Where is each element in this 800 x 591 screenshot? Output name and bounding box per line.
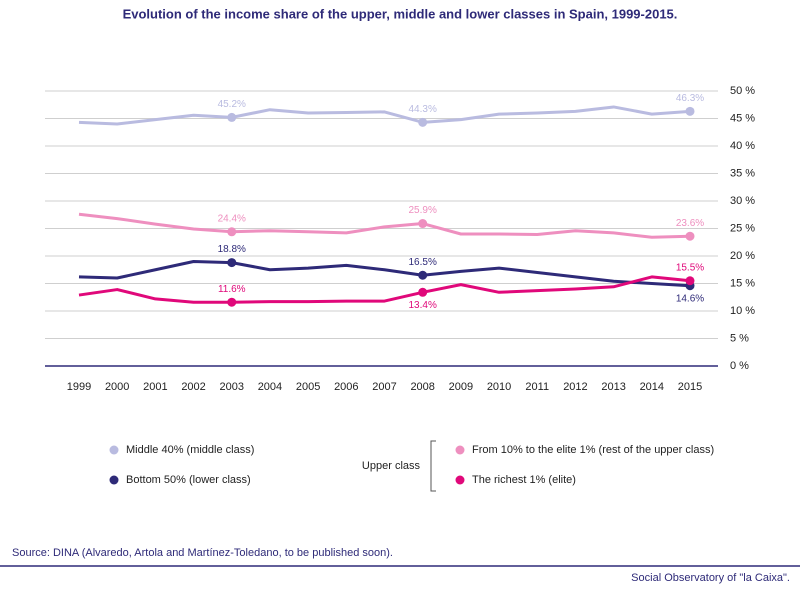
x-tick-label: 2014 <box>640 381 664 393</box>
series-line <box>78 275 691 304</box>
y-tick-label: 15 % <box>730 277 755 289</box>
x-tick-label: 2010 <box>487 381 511 393</box>
legend-marker <box>455 445 465 455</box>
data-label: 44.3% <box>409 104 437 115</box>
y-tick-label: 30 % <box>730 195 755 207</box>
series-line <box>78 260 691 288</box>
data-label: 14.6% <box>676 293 704 304</box>
source: Source: DINA (Alvaredo, Artola and Martí… <box>12 547 393 559</box>
point-marker <box>685 106 695 116</box>
y-tick-label: 40 % <box>730 140 755 152</box>
x-tick-label: 2000 <box>105 381 129 393</box>
y-tick-label: 25 % <box>730 222 755 234</box>
data-label: 16.5% <box>409 257 437 268</box>
x-tick-label: 2013 <box>601 381 625 393</box>
point-marker <box>685 276 695 286</box>
y-tick-label: 50 % <box>730 85 755 97</box>
series-line <box>78 105 691 126</box>
x-tick-label: 2008 <box>410 381 434 393</box>
point-marker <box>227 258 237 268</box>
point-marker <box>685 231 695 241</box>
data-label: 13.4% <box>409 300 437 311</box>
legend-marker <box>109 475 119 485</box>
point-marker <box>418 287 428 297</box>
x-tick-label: 2009 <box>449 381 473 393</box>
x-tick-label: 2004 <box>258 381 282 393</box>
x-tick-label: 2003 <box>220 381 244 393</box>
point-marker <box>227 227 237 237</box>
data-label: 18.8% <box>218 244 246 255</box>
y-tick-label: 45 % <box>730 112 755 124</box>
x-tick-label: 2002 <box>181 381 205 393</box>
y-tick-label: 20 % <box>730 250 755 262</box>
point-marker <box>418 270 428 280</box>
legend-marker <box>455 475 465 485</box>
x-tick-label: 2006 <box>334 381 358 393</box>
point-marker <box>418 219 428 229</box>
data-label: 23.6% <box>676 218 704 229</box>
x-tick-label: 2005 <box>296 381 320 393</box>
x-tick-label: 2007 <box>372 381 396 393</box>
x-tick-label: 2012 <box>563 381 587 393</box>
legend-marker <box>109 445 119 455</box>
point-marker <box>418 117 428 127</box>
x-tick-label: 1999 <box>67 381 91 393</box>
legend-label: The richest 1% (elite) <box>472 474 576 486</box>
data-label: 45.2% <box>218 99 246 110</box>
footer: Social Observatory of "la Caixa". <box>631 572 790 584</box>
x-tick-label: 2011 <box>525 381 549 393</box>
legend-label: Bottom 50% (lower class) <box>126 474 251 486</box>
y-tick-label: 10 % <box>730 305 755 317</box>
data-label: 25.9% <box>409 205 437 216</box>
x-tick-label: 2015 <box>678 381 702 393</box>
point-marker <box>227 112 237 122</box>
data-label: 24.4% <box>218 213 246 224</box>
series-line <box>78 212 691 239</box>
x-tick-label: 2001 <box>143 381 167 393</box>
y-tick-label: 0 % <box>730 360 749 372</box>
chart-title: Evolution of the income share of the upp… <box>123 6 678 21</box>
y-tick-label: 35 % <box>730 167 755 179</box>
data-label: 46.3% <box>676 93 704 104</box>
legend-label: From 10% to the elite 1% (rest of the up… <box>472 444 714 456</box>
legend-label: Middle 40% (middle class) <box>126 444 254 456</box>
point-marker <box>227 297 237 307</box>
data-label: 11.6% <box>218 284 246 295</box>
legend-group-label: Upper class <box>362 460 421 472</box>
y-tick-label: 5 % <box>730 332 749 344</box>
data-label: 15.5% <box>676 262 704 273</box>
legend-bracket <box>430 440 436 492</box>
